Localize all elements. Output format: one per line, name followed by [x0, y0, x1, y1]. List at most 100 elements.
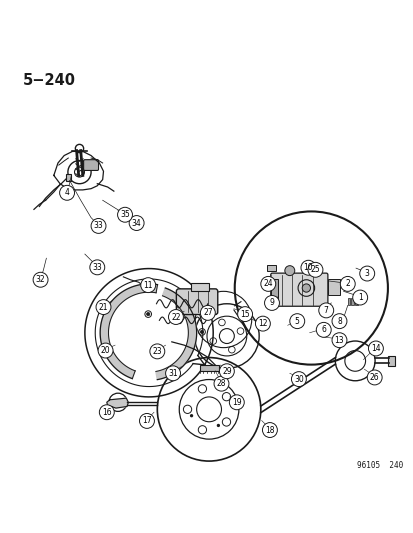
- Circle shape: [129, 215, 144, 230]
- Text: 1: 1: [357, 293, 362, 302]
- Text: 3: 3: [364, 269, 369, 278]
- Bar: [266, 265, 275, 271]
- Text: 5−240: 5−240: [23, 73, 76, 88]
- Circle shape: [262, 423, 277, 438]
- Circle shape: [219, 364, 234, 378]
- Circle shape: [91, 219, 106, 233]
- Text: 31: 31: [168, 369, 178, 378]
- Circle shape: [139, 414, 154, 429]
- FancyBboxPatch shape: [270, 273, 327, 306]
- Text: 21: 21: [99, 303, 108, 312]
- Circle shape: [198, 426, 206, 434]
- Circle shape: [359, 266, 374, 281]
- Text: 16: 16: [102, 408, 112, 417]
- Circle shape: [339, 277, 354, 292]
- Circle shape: [300, 260, 315, 275]
- Circle shape: [291, 372, 306, 386]
- Text: 7: 7: [323, 306, 328, 315]
- Text: 4: 4: [64, 188, 69, 197]
- Text: 22: 22: [171, 312, 180, 321]
- Bar: [351, 298, 353, 304]
- Text: 6: 6: [320, 325, 325, 334]
- Text: 35: 35: [120, 210, 130, 219]
- Text: 33: 33: [93, 221, 103, 230]
- Text: 34: 34: [131, 219, 141, 228]
- Polygon shape: [100, 284, 157, 378]
- Text: 25: 25: [310, 265, 320, 274]
- Text: 28: 28: [216, 379, 225, 388]
- Circle shape: [200, 330, 203, 334]
- Circle shape: [165, 366, 180, 381]
- Circle shape: [284, 265, 294, 276]
- Circle shape: [331, 333, 346, 348]
- Circle shape: [352, 290, 367, 305]
- Text: 18: 18: [265, 425, 274, 434]
- Circle shape: [146, 312, 150, 316]
- Text: 11: 11: [143, 281, 152, 289]
- Circle shape: [260, 277, 275, 292]
- Circle shape: [318, 303, 333, 318]
- Bar: [271, 279, 277, 302]
- Polygon shape: [155, 288, 196, 379]
- Text: 23: 23: [152, 347, 162, 356]
- Circle shape: [222, 418, 230, 426]
- Circle shape: [90, 260, 104, 275]
- Text: 26: 26: [369, 373, 379, 382]
- Text: 5: 5: [294, 317, 299, 326]
- Circle shape: [150, 344, 164, 359]
- Bar: [347, 298, 349, 304]
- Text: 15: 15: [240, 310, 249, 319]
- Circle shape: [316, 322, 330, 337]
- Text: 9: 9: [269, 298, 274, 308]
- Circle shape: [368, 341, 382, 356]
- Text: 33: 33: [92, 263, 102, 272]
- Circle shape: [214, 376, 228, 391]
- Circle shape: [237, 306, 252, 321]
- Text: 12: 12: [258, 319, 267, 328]
- Circle shape: [140, 278, 155, 293]
- Text: 30: 30: [293, 375, 303, 384]
- Bar: [191, 283, 208, 290]
- Circle shape: [96, 300, 111, 314]
- Bar: [354, 298, 357, 304]
- Circle shape: [99, 405, 114, 419]
- Circle shape: [200, 305, 215, 320]
- Circle shape: [198, 385, 206, 393]
- Text: 19: 19: [231, 398, 241, 407]
- Circle shape: [117, 207, 132, 222]
- Text: 96105  240: 96105 240: [356, 461, 403, 470]
- Circle shape: [307, 262, 322, 277]
- Circle shape: [229, 395, 244, 410]
- Polygon shape: [107, 398, 128, 408]
- Text: 10: 10: [303, 263, 313, 272]
- Text: 27: 27: [202, 309, 212, 317]
- Text: 13: 13: [334, 336, 344, 345]
- FancyBboxPatch shape: [176, 289, 217, 314]
- Circle shape: [168, 310, 183, 325]
- Bar: [66, 174, 71, 181]
- Circle shape: [301, 284, 310, 292]
- Text: 20: 20: [100, 346, 110, 355]
- Circle shape: [33, 272, 48, 287]
- Text: 14: 14: [370, 344, 380, 353]
- Text: 17: 17: [142, 416, 152, 425]
- Circle shape: [222, 392, 230, 401]
- Circle shape: [183, 405, 191, 414]
- Circle shape: [59, 185, 74, 200]
- FancyBboxPatch shape: [83, 160, 98, 171]
- Circle shape: [289, 314, 304, 329]
- Bar: [387, 356, 394, 366]
- Text: 32: 32: [36, 275, 45, 284]
- Text: 2: 2: [344, 279, 349, 288]
- Circle shape: [264, 295, 279, 310]
- Text: 29: 29: [221, 367, 231, 376]
- Bar: [199, 365, 219, 371]
- Text: 24: 24: [263, 279, 273, 288]
- Text: 8: 8: [336, 317, 341, 326]
- Bar: [144, 280, 150, 289]
- Circle shape: [98, 343, 113, 358]
- Circle shape: [366, 370, 381, 385]
- Circle shape: [308, 263, 316, 271]
- Circle shape: [331, 314, 346, 329]
- Circle shape: [255, 316, 270, 331]
